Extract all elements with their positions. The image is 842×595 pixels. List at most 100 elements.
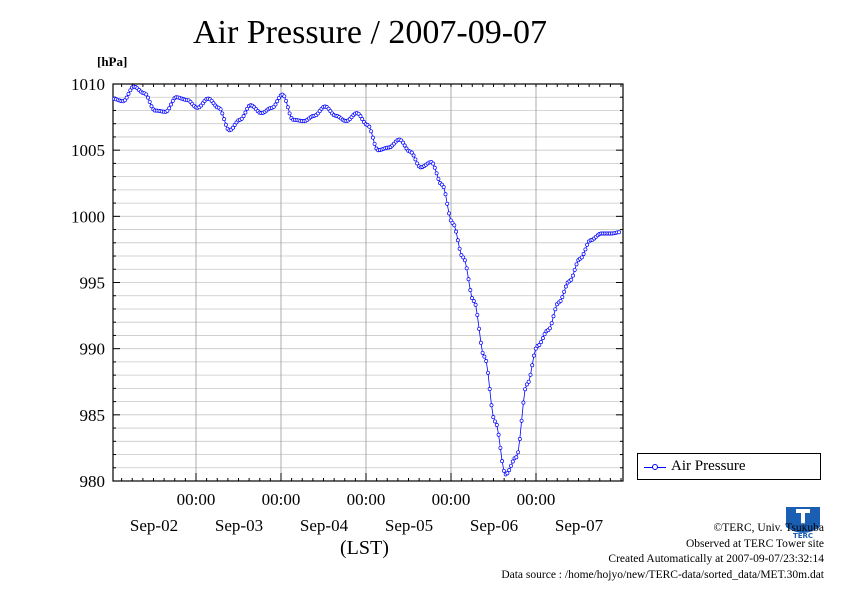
data-point xyxy=(542,332,547,337)
credit-created: Created Automatically at 2007-09-07/23:3… xyxy=(608,553,824,565)
data-point xyxy=(287,111,292,116)
x-date-label: Sep-04 xyxy=(300,516,349,535)
data-point xyxy=(402,143,407,148)
data-point xyxy=(493,419,497,424)
y-tick-label: 1005 xyxy=(71,141,105,160)
data-point xyxy=(486,370,490,375)
data-point xyxy=(245,106,250,111)
legend-marker-icon xyxy=(644,462,666,472)
data-point xyxy=(572,267,577,272)
data-point xyxy=(547,326,552,331)
data-point xyxy=(452,223,457,228)
data-point xyxy=(539,340,544,345)
data-point xyxy=(553,307,558,312)
chart-title: Air Pressure / 2007-09-07 xyxy=(192,14,548,51)
series-air-pressure xyxy=(112,84,621,477)
x-date-label: Sep-06 xyxy=(470,516,518,535)
credit-source: Data source : /home/hojyo/new/TERC-data/… xyxy=(501,568,824,581)
data-point xyxy=(431,161,436,166)
data-point xyxy=(457,246,462,251)
x-tick-label: 00:00 xyxy=(177,490,216,509)
data-point xyxy=(558,298,563,303)
data-point xyxy=(243,110,248,115)
data-point xyxy=(583,247,588,252)
y-tick-label: 990 xyxy=(80,340,106,359)
y-tick-label: 980 xyxy=(80,472,106,491)
data-point xyxy=(165,108,170,113)
data-point xyxy=(571,273,575,278)
grid-layer xyxy=(113,84,623,481)
data-point xyxy=(432,165,437,170)
data-point xyxy=(500,459,505,464)
data-point xyxy=(445,201,450,206)
x-tick-label: 00:00 xyxy=(517,490,556,509)
data-point xyxy=(471,299,476,303)
data-point xyxy=(122,98,127,103)
data-point xyxy=(367,124,372,129)
data-point xyxy=(540,336,545,341)
data-point xyxy=(530,363,535,368)
x-axis: 00:00 00:00 00:00 00:00 00:00 Sep-02 Sep-03 Sep… xyxy=(121,84,622,535)
data-point xyxy=(523,387,528,392)
data-point xyxy=(478,340,483,345)
x-date-label: Sep-02 xyxy=(130,516,178,535)
data-point xyxy=(275,99,280,104)
data-point xyxy=(273,102,278,107)
data-point xyxy=(617,230,621,235)
data-point xyxy=(169,102,173,107)
data-point xyxy=(411,153,416,158)
data-point xyxy=(372,141,377,146)
data-point xyxy=(126,91,131,96)
data-point xyxy=(231,125,235,130)
data-point xyxy=(447,211,451,216)
x-axis-title: (LST) xyxy=(340,537,389,559)
data-point xyxy=(232,123,237,127)
chart-legend: Air Pressure xyxy=(637,453,821,480)
data-point xyxy=(409,150,414,155)
legend-label: Air Pressure xyxy=(671,458,746,474)
data-point xyxy=(574,262,579,267)
data-point xyxy=(146,95,150,100)
data-point xyxy=(222,117,227,122)
data-point xyxy=(489,403,494,408)
data-point xyxy=(510,459,515,464)
data-point xyxy=(516,450,521,455)
data-point xyxy=(507,468,512,473)
data-point xyxy=(436,176,441,181)
data-point xyxy=(549,321,554,326)
data-point xyxy=(475,312,480,317)
data-point xyxy=(496,432,501,437)
terc-logo: TERC xyxy=(784,503,822,540)
data-point xyxy=(514,455,519,460)
data-point xyxy=(528,372,533,377)
data-point xyxy=(517,437,522,441)
data-point xyxy=(505,471,510,476)
data-point xyxy=(509,463,513,468)
data-point xyxy=(480,350,485,355)
data-point xyxy=(563,284,568,289)
data-point xyxy=(581,252,586,256)
data-point xyxy=(466,277,471,282)
x-tick-label: 00:00 xyxy=(347,490,386,509)
data-point xyxy=(462,258,467,263)
data-point xyxy=(454,229,459,234)
y-tick-label: 995 xyxy=(80,274,106,293)
data-point xyxy=(220,111,225,116)
data-point xyxy=(551,314,556,319)
data-point xyxy=(501,468,506,473)
data-point xyxy=(461,255,466,260)
data-point xyxy=(532,353,536,358)
data-point xyxy=(494,423,499,427)
y-tick-label: 985 xyxy=(80,406,106,425)
data-point xyxy=(455,238,460,243)
data-point xyxy=(484,359,489,363)
data-point xyxy=(434,171,439,176)
data-point xyxy=(401,140,405,145)
data-point xyxy=(526,379,531,384)
y-unit-label: [hPa] xyxy=(97,54,128,69)
credits-block: ©TERC, Univ. Tsukuba Observed at TERC To… xyxy=(501,521,824,583)
series-line xyxy=(114,86,620,475)
data-point xyxy=(218,107,223,112)
data-point xyxy=(170,98,175,103)
